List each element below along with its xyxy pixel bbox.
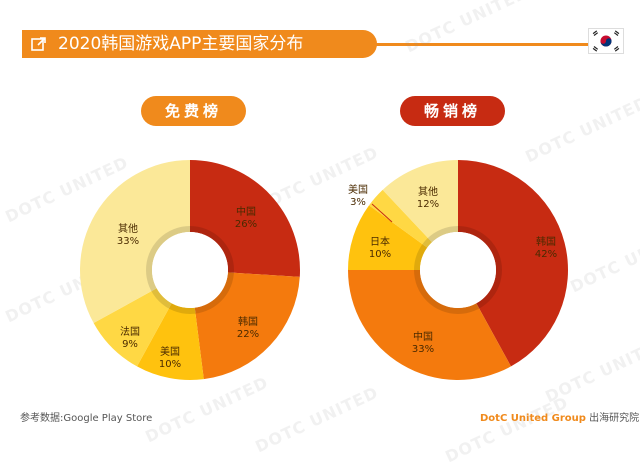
slice-label: 中国 (236, 205, 256, 218)
brand-footer: DotC United Group 出海研究院 (480, 409, 639, 424)
donut-slice (93, 288, 172, 367)
slice-label: 法国 (120, 325, 140, 338)
donut-slice (458, 160, 568, 367)
slice-value-label: 3% (350, 197, 366, 208)
slice-label: 韩国 (536, 235, 556, 248)
slice-value-label: 22% (237, 329, 259, 340)
donut-hole (420, 232, 496, 308)
slice-label: 其他 (118, 222, 138, 235)
donut-slice (347, 205, 428, 270)
slice-value-label: 9% (122, 339, 138, 350)
slice-value-label: 12% (417, 199, 439, 210)
slice-value-label: 33% (117, 236, 139, 247)
donut-slice (194, 272, 300, 380)
donut-hole (152, 232, 228, 308)
slice-label: 韩国 (238, 315, 258, 328)
title-bar (22, 30, 377, 58)
source-note: 参考数据:Google Play Store (20, 413, 153, 424)
slice-value-label: 10% (369, 249, 391, 260)
slice-label: 日本 (370, 235, 390, 248)
donut-hole-shadow (146, 226, 234, 314)
donut-slice (80, 160, 190, 323)
slice-label: 美国 (160, 345, 180, 358)
page-title: 2020韩国游戏APP主要国家分布 (58, 34, 304, 54)
slice-label: 美国 (348, 183, 368, 196)
leader-line (371, 203, 393, 223)
chart-title-sales: 畅销榜 (400, 96, 505, 126)
donut-slice (137, 303, 204, 380)
brand-org: 出海研究院 (589, 413, 640, 424)
donut-hole-shadow (414, 226, 502, 314)
brand-name: DotC United Group (480, 413, 586, 424)
donut-slice (382, 160, 458, 243)
slice-label: 中国 (413, 330, 433, 343)
donut-slice (347, 270, 511, 380)
slice-value-label: 26% (235, 219, 257, 230)
korea-flag-icon (588, 28, 624, 54)
slice-value-label: 42% (535, 249, 557, 260)
slice-label: 其他 (418, 185, 438, 198)
slice-value-label: 33% (412, 344, 434, 355)
chart-title-free: 免费榜 (141, 96, 246, 126)
share-icon (31, 37, 46, 51)
donut-slice (369, 189, 432, 248)
slice-value-label: 10% (159, 359, 181, 370)
donut-slice (190, 160, 300, 277)
